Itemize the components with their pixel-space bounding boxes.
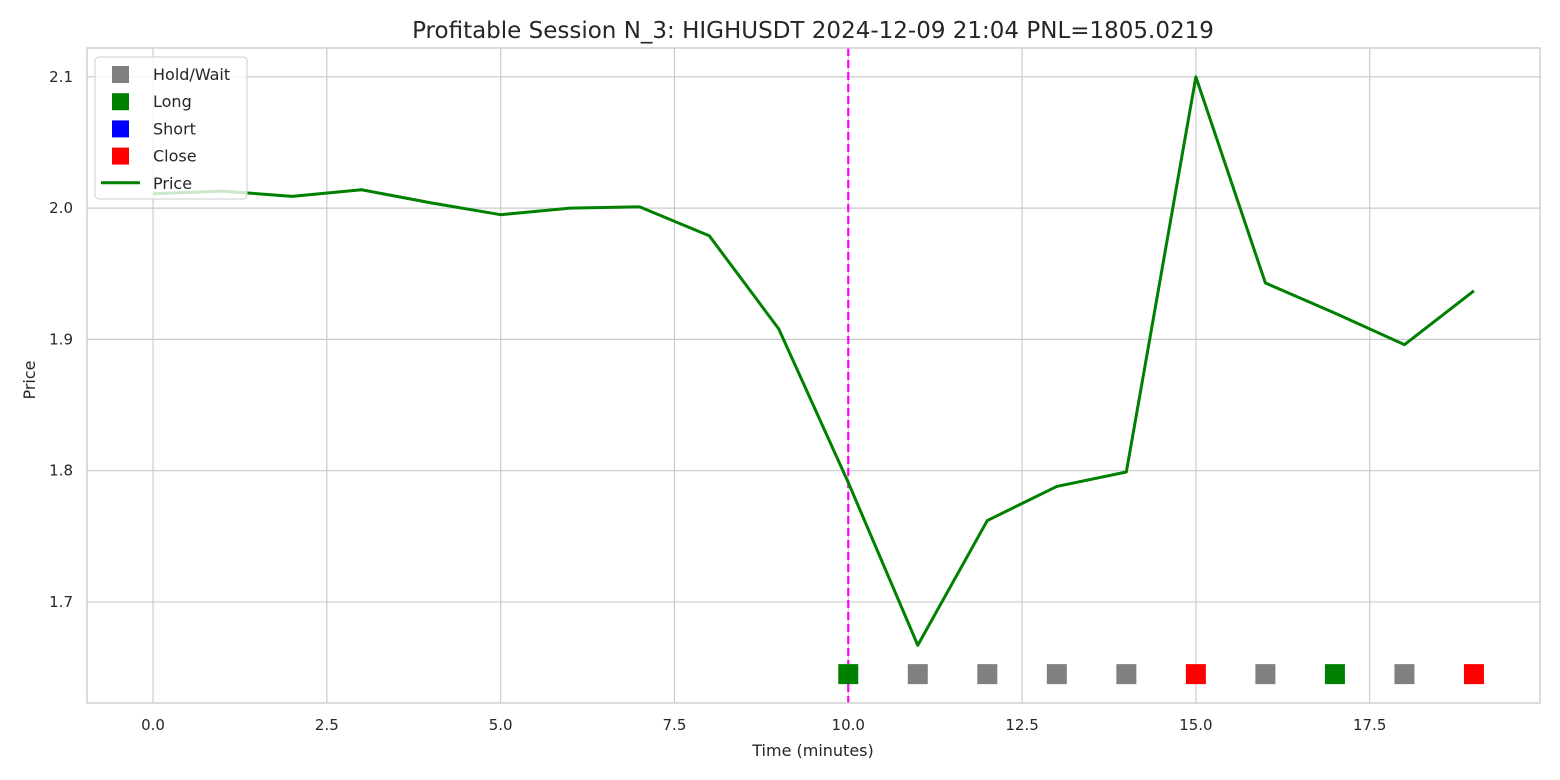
legend-swatch-hold-wait [112,66,129,83]
y-tick-label: 1.7 [49,593,73,611]
axes-frame [86,47,1541,704]
action-marker-long [838,664,859,685]
action-marker-hold-wait [1046,664,1067,685]
x-tick-label: 0.0 [141,716,165,734]
legend-label: Price [153,174,192,193]
y-tick-label: 1.8 [49,462,73,480]
action-marker-close [1463,664,1484,685]
price-polyline [152,75,1475,647]
action-marker-hold-wait [1116,664,1137,685]
legend-label: Long [153,92,192,111]
y-axis-label: Price [20,360,39,399]
y-tick-label: 2.1 [49,68,73,86]
legend: Hold/Wait Long Short Close Price [94,56,248,200]
x-tick-label: 12.5 [1005,716,1038,734]
legend-swatch-long [112,93,129,111]
chart-title: Profitable Session N_3: HIGHUSDT 2024-12… [412,18,1214,44]
legend-swatch-short [112,120,129,138]
action-markers [838,664,1484,685]
legend-swatch-close [112,147,129,165]
y-tick-label: 1.9 [49,330,73,348]
x-tick-labels: 0.0 2.5 5.0 7.5 10.0 12.5 15.0 17.5 [141,716,1386,734]
legend-label: Hold/Wait [153,65,230,84]
grid-lines [87,48,1540,703]
legend-box [94,56,248,200]
x-tick-label: 2.5 [315,716,339,734]
x-tick-label: 7.5 [663,716,687,734]
action-marker-long [1324,664,1345,685]
legend-label: Close [153,147,197,166]
y-tick-label: 2.0 [49,199,73,217]
x-tick-label: 5.0 [489,716,513,734]
action-marker-hold-wait [907,664,928,685]
legend-label: Short [153,119,196,138]
action-marker-hold-wait [1255,664,1276,685]
x-tick-label: 17.5 [1353,716,1386,734]
price-line [152,75,1475,647]
action-marker-hold-wait [1394,664,1415,685]
x-axis-label: Time (minutes) [751,741,874,760]
x-tick-label: 15.0 [1179,716,1212,734]
x-tick-label: 10.0 [832,716,865,734]
action-marker-hold-wait [977,664,998,685]
y-tick-labels: 1.7 1.8 1.9 2.0 2.1 [49,68,73,611]
action-marker-close [1185,664,1206,685]
